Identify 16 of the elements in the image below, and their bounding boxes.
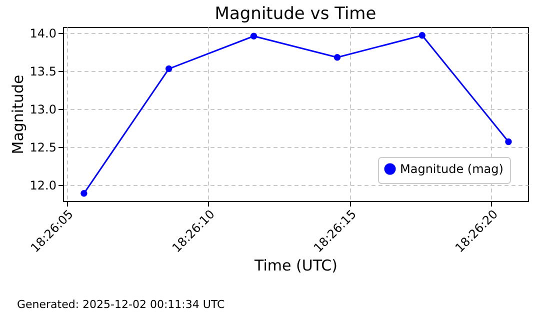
y-tick-label: 12.0 [30,178,56,193]
y-tick-label: 14.0 [30,26,56,41]
legend-label: Magnitude (mag) [400,162,504,176]
y-axis-title: Magnitude [8,74,27,154]
point [334,54,341,61]
y-tick-label: 13.0 [30,102,56,117]
point [418,32,426,39]
text: Generated: 2025-12-02 00:11:34 UTC [17,298,225,311]
y-tick-label: 12.5 [30,140,56,155]
point [250,32,258,40]
y-tick-label: 13.5 [30,64,56,79]
point [505,138,512,146]
point [165,65,172,72]
x-axis-title: Time (UTC) [254,256,338,274]
chart-title: Magnitude vs Time [214,4,376,24]
point [80,190,88,197]
